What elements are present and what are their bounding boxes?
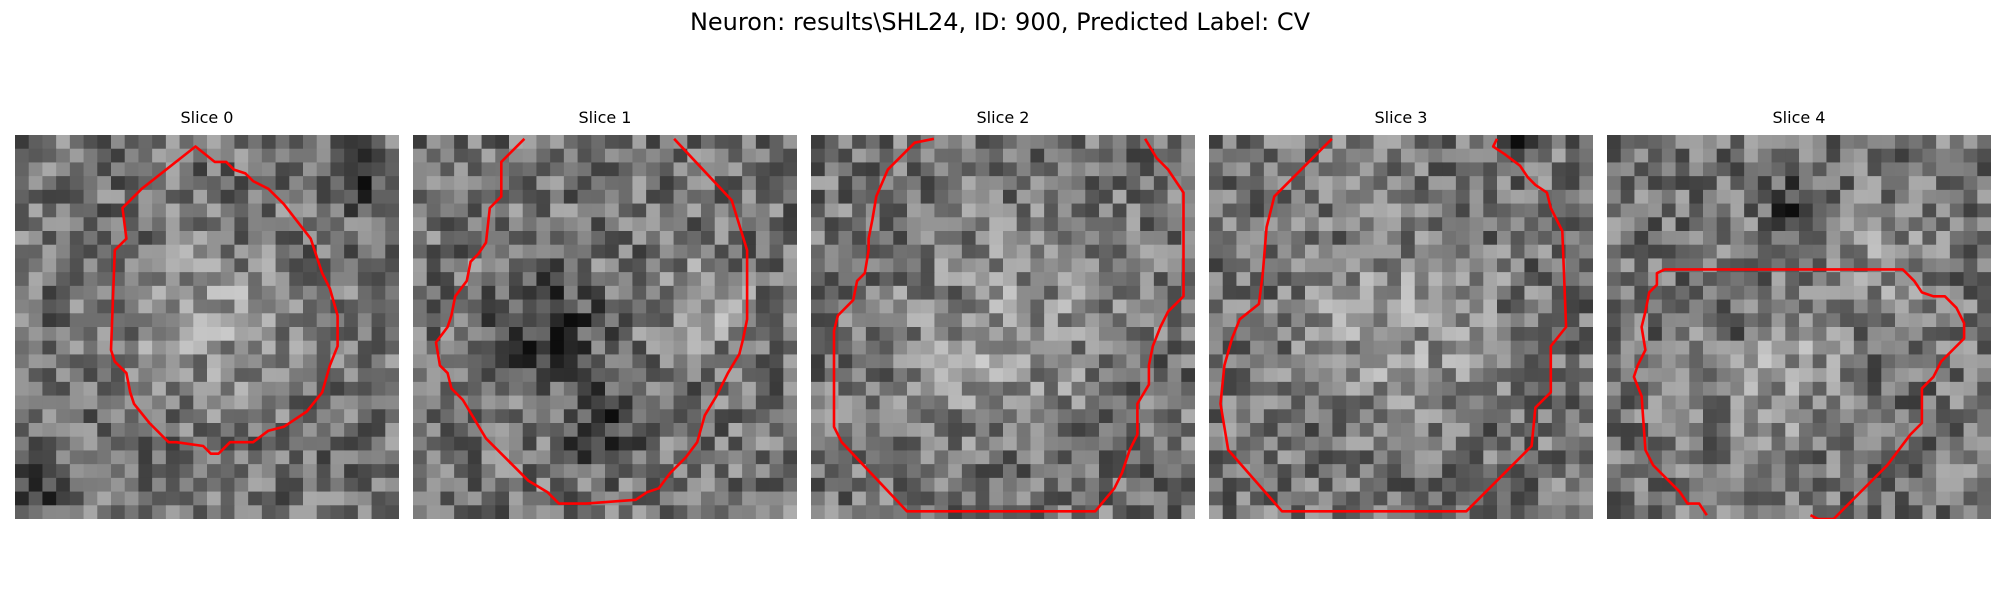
slice-image (1607, 135, 1991, 519)
contour-line (1219, 137, 1568, 513)
slice-title: Slice 2 (976, 108, 1030, 127)
slice-title: Slice 1 (578, 108, 632, 127)
slice-image (1209, 135, 1593, 519)
contour-line (1632, 268, 1966, 519)
slice-title: Slice 3 (1374, 108, 1428, 127)
slice-image (413, 135, 797, 519)
contour-line (109, 145, 339, 456)
slice-image (15, 135, 399, 519)
contour-line (434, 137, 749, 505)
contour-line (832, 137, 1185, 513)
slice-image (811, 135, 1195, 519)
slice-title: Slice 0 (180, 108, 234, 127)
slice-title: Slice 4 (1772, 108, 1826, 127)
figure-title: Neuron: results\SHL24, ID: 900, Predicte… (689, 8, 1311, 36)
